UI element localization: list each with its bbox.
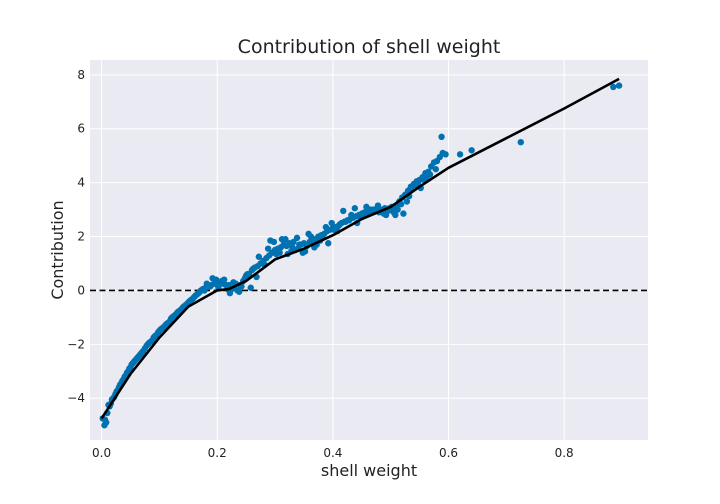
data-point [330,226,338,233]
data-point [340,207,347,215]
data-point [102,419,110,426]
x-tick-label: 0.2 [208,446,227,460]
data-point [255,253,263,260]
data-point [130,358,138,366]
y-tick-label: 8 [77,68,85,82]
grid-lines [90,60,648,440]
data-point [392,211,399,219]
x-axis-label: shell weight [321,461,417,480]
y-tick-label: 2 [77,230,85,244]
data-point [382,211,390,219]
data-point [328,219,335,227]
data-point [307,233,315,240]
data-point [322,223,330,231]
data-point [186,298,193,305]
data-point [126,365,133,372]
y-tick-label: 4 [77,176,85,190]
x-tick-label: 0.0 [92,446,111,460]
y-tick-label: 0 [77,283,85,297]
data-point [610,83,617,91]
data-point [209,275,216,282]
data-point [163,320,170,328]
chart-title: Contribution of shell weight [238,36,501,58]
data-point [363,203,370,211]
y-tick-label: 6 [77,122,85,136]
data-point [411,182,419,189]
x-tick-label: 0.8 [555,446,574,460]
data-point [397,200,405,208]
data-point [197,287,205,294]
y-tick-labels: −4 −2 0 2 4 6 8 [67,68,85,405]
data-point [226,289,234,297]
data-point [468,147,475,154]
data-point [278,236,286,243]
data-point [235,288,243,295]
data-point [145,339,153,347]
trend-line [100,77,620,420]
data-point [400,210,407,217]
data-point [394,206,401,213]
data-point [135,353,142,360]
data-point [168,314,176,321]
data-point [371,206,378,213]
data-point [325,240,332,247]
data-point [336,221,343,228]
data-point [247,284,254,291]
data-point [432,165,439,173]
data-point [296,241,303,248]
data-point [151,333,158,340]
data-point [174,308,182,316]
data-point [438,133,445,141]
data-point [351,205,359,212]
y-tick-label: −2 [67,337,85,351]
data-point [442,151,449,158]
data-point [220,276,228,283]
x-tick-label: 0.6 [439,446,458,460]
data-point [203,280,211,287]
data-point [342,218,349,225]
data-point [615,82,623,89]
data-point [267,237,274,244]
data-point [272,250,280,258]
x-tick-label: 0.4 [323,446,342,460]
data-point [403,198,411,205]
data-point [157,326,164,333]
data-point [456,151,464,158]
data-point [517,138,524,146]
trend-line-group [100,77,620,420]
data-point [249,265,257,273]
data-point [192,292,199,300]
data-point [264,245,272,252]
y-axis-label: Contribution [48,200,67,299]
plot-area [90,60,648,440]
data-point [290,238,297,246]
y-tick-label: −4 [67,391,85,405]
data-point [139,347,147,355]
data-point [348,211,355,219]
data-point [244,271,251,278]
x-tick-labels: 0.0 0.2 0.4 0.6 0.8 [92,446,574,460]
